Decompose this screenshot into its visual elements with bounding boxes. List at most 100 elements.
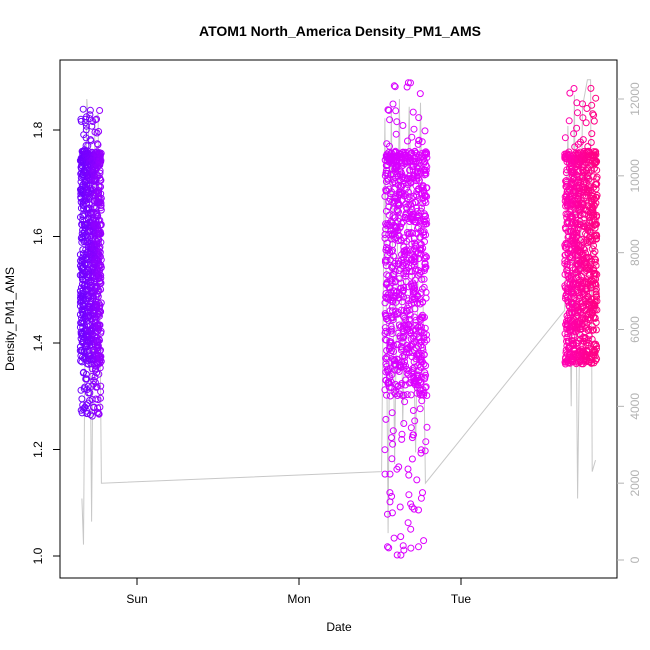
data-point <box>566 327 574 335</box>
data-point <box>419 489 426 497</box>
data-point <box>577 244 585 252</box>
data-point <box>382 244 390 251</box>
data-point <box>591 314 599 322</box>
data-point <box>562 150 570 158</box>
data-point <box>414 381 422 389</box>
data-point <box>390 534 398 542</box>
data-point <box>80 348 88 355</box>
data-point <box>395 368 403 375</box>
data-point <box>407 525 415 533</box>
data-point <box>77 115 85 123</box>
data-point <box>583 346 591 354</box>
data-point <box>422 438 430 446</box>
left-y-axis: 1.0 1.2 1.4 1.6 1.8 <box>31 121 60 564</box>
data-point <box>392 107 400 115</box>
data-point <box>422 166 430 174</box>
data-point <box>404 465 412 473</box>
data-point <box>383 355 391 363</box>
data-point <box>382 311 390 319</box>
data-point <box>415 137 423 145</box>
data-point <box>82 269 90 277</box>
data-point <box>587 84 595 92</box>
data-point <box>592 340 600 348</box>
data-point <box>415 334 422 342</box>
data-point <box>86 342 94 349</box>
data-point <box>581 334 589 341</box>
data-point <box>573 313 580 321</box>
data-point <box>388 325 396 333</box>
data-point <box>583 231 591 239</box>
data-point <box>386 374 393 382</box>
data-point <box>86 322 94 330</box>
data-point <box>405 235 413 243</box>
data-point <box>396 332 404 340</box>
data-point <box>402 348 410 356</box>
data-point <box>408 149 416 157</box>
data-point <box>79 105 87 113</box>
data-point <box>393 355 401 363</box>
data-point <box>572 324 580 332</box>
data-point <box>392 163 400 171</box>
data-point <box>568 300 576 308</box>
data-point <box>593 345 600 353</box>
data-point <box>80 147 88 155</box>
data-point <box>591 224 599 232</box>
data-point <box>381 299 389 307</box>
data-point <box>384 176 392 184</box>
data-point <box>576 184 584 192</box>
data-point <box>381 470 389 478</box>
data-point <box>570 281 577 289</box>
data-point <box>397 551 405 559</box>
data-point <box>415 157 423 165</box>
right-tick-label: 2000 <box>628 469 642 496</box>
data-point <box>388 509 396 517</box>
data-point <box>592 94 600 102</box>
data-point <box>577 315 585 322</box>
data-point <box>82 122 90 130</box>
data-point <box>81 119 89 127</box>
data-point <box>388 455 396 463</box>
data-point <box>84 267 92 275</box>
data-point <box>570 130 578 138</box>
data-point <box>84 410 92 417</box>
secondary-line <box>81 79 596 545</box>
data-point <box>418 285 426 293</box>
data-point <box>397 322 405 330</box>
data-point <box>397 264 404 272</box>
data-point <box>393 465 401 473</box>
data-point <box>593 173 601 181</box>
data-point <box>398 189 406 197</box>
data-point <box>416 269 424 277</box>
data-point <box>390 252 397 260</box>
data-point <box>94 172 102 180</box>
left-tick-label: 1.0 <box>31 547 45 564</box>
data-point <box>414 324 422 331</box>
data-point <box>97 279 105 287</box>
data-point <box>86 106 94 114</box>
data-point <box>573 304 581 312</box>
data-point <box>585 187 593 195</box>
data-point <box>565 245 573 253</box>
data-point <box>586 281 594 289</box>
data-point <box>383 391 390 399</box>
data-point <box>417 446 425 454</box>
data-point <box>395 463 403 471</box>
data-point <box>79 280 86 288</box>
data-point <box>570 85 578 92</box>
point-series-2 <box>381 79 431 559</box>
data-point <box>417 316 425 324</box>
data-point <box>418 156 426 164</box>
data-point <box>581 246 589 254</box>
data-point <box>573 124 581 132</box>
right-tick-label: 10000 <box>628 159 642 193</box>
data-point <box>410 505 418 513</box>
data-point <box>563 333 571 341</box>
data-point <box>383 161 391 169</box>
right-tick-label: 4000 <box>628 393 642 420</box>
data-point <box>403 158 411 166</box>
data-point <box>415 255 423 262</box>
data-point <box>395 232 403 240</box>
data-point <box>402 270 410 278</box>
data-point <box>584 342 592 349</box>
data-point <box>591 258 599 266</box>
